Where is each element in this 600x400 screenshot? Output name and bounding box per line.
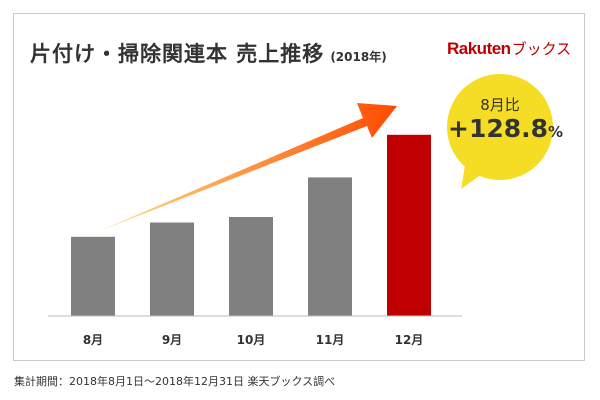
callout-bubble <box>447 74 553 189</box>
callout-tail <box>461 160 486 189</box>
callout-value-line: +128.8% <box>448 114 563 147</box>
x-tick-label: 9月 <box>162 333 182 347</box>
callout-text: 8月比 +128.8% <box>448 96 563 147</box>
bar-3 <box>229 217 273 316</box>
callout-circle <box>447 74 553 180</box>
brand-logo: Rakutenブックス <box>447 38 571 59</box>
bar-5 <box>387 134 431 316</box>
bar-group <box>71 134 431 316</box>
bar-4 <box>308 177 352 316</box>
callout-sign: + <box>448 114 469 143</box>
x-tick-label: 8月 <box>83 333 103 347</box>
title-text: 片付け・掃除関連本 売上推移 <box>30 42 325 66</box>
title-year: (2018年) <box>330 50 387 64</box>
callout-unit: % <box>548 123 564 141</box>
bar-1 <box>71 236 115 316</box>
footnote: 集計期間：2018年8月1日～2018年12月31日 楽天ブックス調べ <box>14 375 336 388</box>
x-axis-labels: 8月 9月 10月 11月 12月 <box>83 333 424 347</box>
x-tick-label: 12月 <box>395 333 424 347</box>
x-tick-label: 11月 <box>316 333 345 347</box>
x-tick-label: 10月 <box>237 333 266 347</box>
trend-arrow <box>97 103 397 232</box>
callout-value: 128.8 <box>468 114 549 143</box>
bar-2 <box>150 222 194 316</box>
brand-name: Rakuten <box>447 39 511 58</box>
brand-suffix: ブックス <box>511 41 572 58</box>
callout-label: 8月比 <box>480 96 520 114</box>
chart-title: 片付け・掃除関連本 売上推移 (2018年) <box>30 38 387 68</box>
